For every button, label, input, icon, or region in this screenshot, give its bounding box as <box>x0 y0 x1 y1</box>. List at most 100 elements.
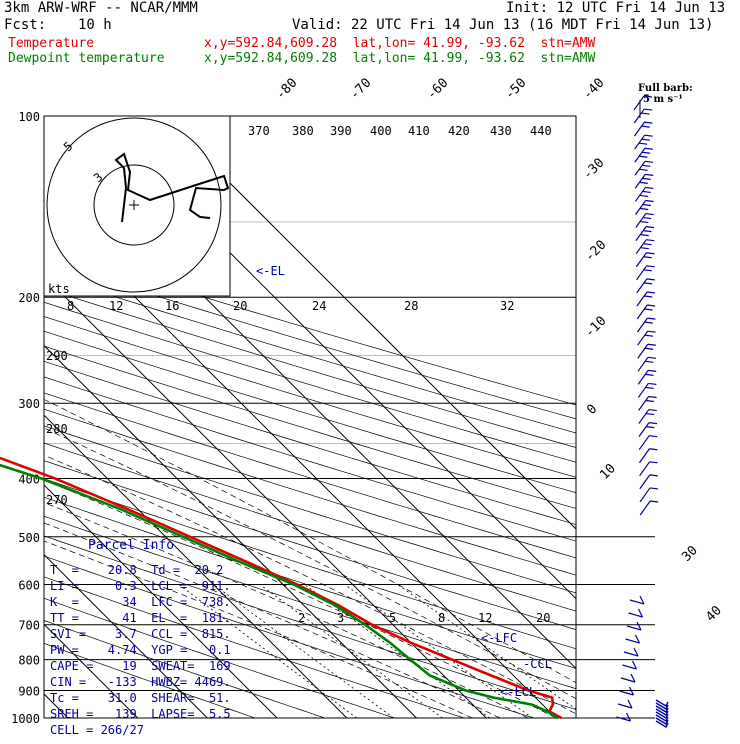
wind-barb <box>637 382 657 398</box>
temperature-profile-line <box>0 456 563 720</box>
isotherm-top-label: -40 <box>580 76 607 103</box>
lcl-marker: <-LCL <box>500 685 536 699</box>
pressure-tick-label: 900 <box>18 684 40 698</box>
mixing-ratio-line <box>213 584 394 718</box>
hodograph-ring-outer <box>46 117 222 293</box>
hodograph-origin <box>129 200 139 210</box>
thetaw-label: 20 <box>233 299 247 313</box>
theta-e-label: 380 <box>292 124 314 138</box>
ccl-marker: -CCL <box>523 657 552 671</box>
wind-barb-lower <box>619 686 635 696</box>
parcel-row: CAPE = 19 SWEAT= 169 <box>50 659 231 673</box>
moist-adiabat-line <box>44 427 576 700</box>
mixing-ratio-label: 3 <box>337 611 344 625</box>
wind-barb-lower <box>623 647 639 657</box>
dewpoint-profile-line <box>0 463 559 720</box>
wind-barb-lower <box>616 712 632 722</box>
parcel-row: SREH = 139 LAPSE= 5.5 <box>50 707 231 721</box>
wind-barb <box>638 422 658 437</box>
theta-e-label: 390 <box>330 124 352 138</box>
thetaw-label: 24 <box>312 299 326 313</box>
wind-barb-surface <box>655 705 669 713</box>
hodograph-frame <box>43 115 231 297</box>
isotherm-right-label: -30 <box>580 156 607 183</box>
parcel-info-panel: Parcel Info T = 20.8 Td = 20.2 LI = 0.3 … <box>44 538 236 737</box>
wind-barb-lower <box>622 660 638 670</box>
wind-barb-lower <box>617 699 633 709</box>
wind-barb <box>638 408 657 424</box>
wind-barb <box>633 95 653 111</box>
dry-adiabat-line <box>44 345 576 509</box>
hodograph-trace <box>114 152 230 223</box>
dry-adiabat-line <box>44 260 576 420</box>
theta-label: 270 <box>46 493 68 507</box>
theta-e-label: 400 <box>370 124 392 138</box>
wind-barb <box>633 108 653 124</box>
theta-e-label: 440 <box>530 124 552 138</box>
wind-barb <box>634 147 653 163</box>
wind-barb <box>635 252 655 268</box>
isotherm-top-label: -80 <box>273 76 300 103</box>
moist-adiabat-line <box>44 540 473 718</box>
isotherm-line <box>44 414 348 718</box>
wind-barb <box>638 435 658 451</box>
moist-adiabat-line <box>44 479 557 718</box>
mixing-ratio-label: 12 <box>478 611 492 625</box>
thetaw-label: 8 <box>67 299 74 313</box>
wind-barb <box>633 121 653 137</box>
dry-adiabat-line <box>44 408 576 576</box>
dry-adiabat-line <box>44 535 576 710</box>
init-time: Init: 12 UTC Fri 14 Jun 13 <box>506 0 726 16</box>
wind-barb <box>637 330 656 346</box>
mixing-ratio-label: 5 <box>389 611 396 625</box>
thetaw-label: 12 <box>109 299 123 313</box>
pressure-tick-label: 200 <box>18 291 40 305</box>
dry-adiabat-line <box>44 460 576 631</box>
wind-barb <box>638 395 657 411</box>
wind-barb <box>636 278 655 294</box>
mixing-ratio-line <box>397 584 576 710</box>
parcel-row: CIN = -133 HWBZ= 4469. <box>50 675 231 689</box>
mixing-ratio-label: 8 <box>438 611 445 625</box>
hodograph-units-label: kts <box>48 282 70 296</box>
wind-barb <box>635 212 654 228</box>
wind-barb <box>634 160 654 176</box>
wind-key-value: 5 m s⁻¹ <box>643 94 683 105</box>
wind-barb <box>635 226 655 241</box>
dry-adiabat-line <box>44 576 466 718</box>
moist-adiabat-line <box>44 502 529 718</box>
dewpoint-legend-label: Dewpoint temperature <box>8 51 165 66</box>
temperature-legend-info: x,y=592.84,609.28 lat,lon= 41.99, -93.62… <box>204 36 596 51</box>
dry-adiabat-line <box>44 425 576 594</box>
isotherm-right-label: -20 <box>582 238 609 265</box>
wind-barb <box>636 265 655 281</box>
hodograph <box>43 115 231 297</box>
wind-barb <box>634 173 654 189</box>
dry-adiabat-line <box>44 287 576 448</box>
dry-adiabat-line <box>44 301 576 463</box>
mixing-ratio-label: 20 <box>536 611 550 625</box>
thetaw-label: 28 <box>404 299 418 313</box>
mixing-ratio-line <box>178 584 357 718</box>
wind-barb <box>636 317 656 333</box>
theta-e-label: 410 <box>408 124 430 138</box>
wind-barb-lower <box>628 608 644 618</box>
wind-barb <box>638 448 658 464</box>
thetaw-label: 16 <box>165 299 179 313</box>
pressure-tick-label: 100 <box>18 110 40 124</box>
wind-barb <box>635 199 654 215</box>
wind-barb-surface <box>655 702 669 710</box>
parcel-row: LI = 0.3 LCL = 911. <box>50 579 231 593</box>
dry-adiabat-line <box>44 597 396 718</box>
wind-barb <box>634 134 653 150</box>
isotherm-right-label: 0 <box>584 402 600 418</box>
dry-adiabat-line <box>44 360 576 525</box>
wind-barb-lower <box>625 634 641 644</box>
parcel-info-title: Parcel Info <box>88 538 175 553</box>
parcel-row: TT = 41 EL = 181. <box>50 611 231 625</box>
isotherm-top-label: -60 <box>424 76 451 103</box>
hodograph-ring-inner <box>93 164 175 246</box>
wind-barb-surface <box>655 711 669 719</box>
isotherm-line <box>162 116 576 530</box>
